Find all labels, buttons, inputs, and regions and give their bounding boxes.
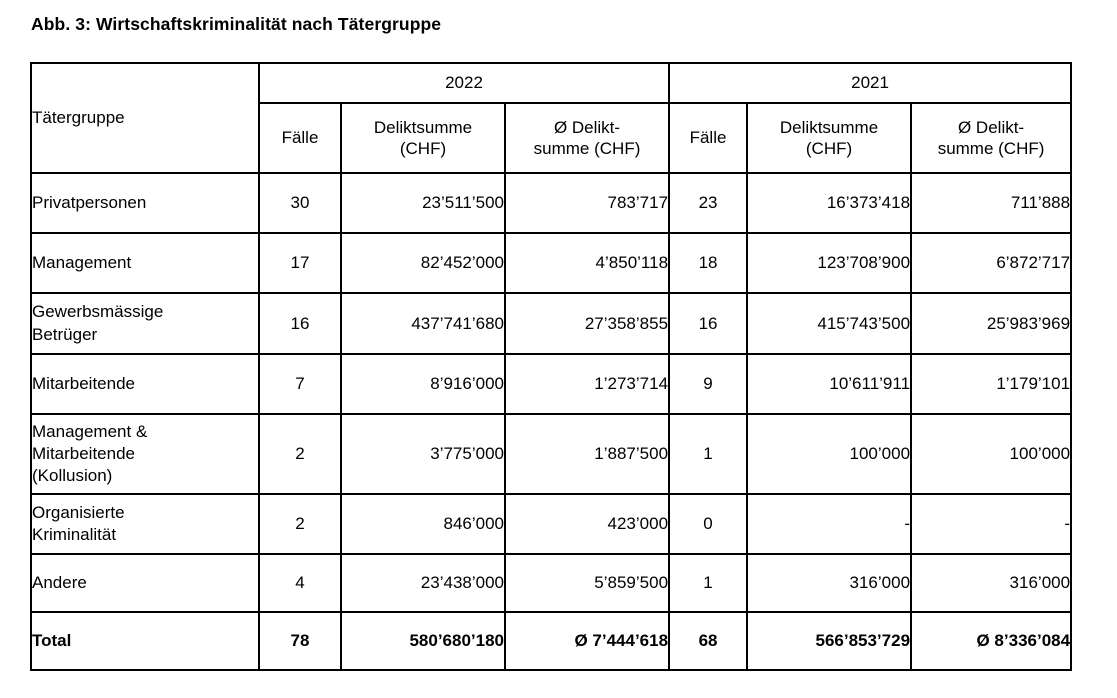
cell-faelle-2022: 16 bbox=[258, 292, 342, 355]
cell-avg-2021: Ø 8’336’084 bbox=[910, 611, 1073, 671]
cell-faelle-2021: 9 bbox=[668, 353, 749, 415]
cell-deliktsumme-2022: 82’452’000 bbox=[340, 232, 506, 294]
table-row-management: Management 17 82’452’000 4’850’118 18 12… bbox=[30, 232, 1073, 294]
col-header-taetergruppe: Tätergruppe bbox=[30, 62, 260, 174]
table-row-mitarbeitende: Mitarbeitende 7 8’916’000 1’273’714 9 10… bbox=[30, 353, 1073, 415]
cell-faelle-2022: 17 bbox=[258, 232, 342, 294]
cell-faelle-2022: 78 bbox=[258, 611, 342, 671]
row-label: Gewerbsmässige Betrüger bbox=[30, 292, 260, 355]
col-header-faelle-2021: Fälle bbox=[668, 102, 749, 174]
cell-faelle-2022: 30 bbox=[258, 172, 342, 234]
cell-avg-2021: 316’000 bbox=[910, 553, 1073, 613]
row-label: Total bbox=[30, 611, 260, 671]
cell-avg-2022: 5’859’500 bbox=[503, 553, 671, 613]
cell-faelle-2022: 7 bbox=[258, 353, 342, 415]
cell-faelle-2021: 0 bbox=[668, 493, 749, 555]
col-header-avg-deliktsumme-2021: Ø Delikt- summe (CHF) bbox=[910, 102, 1073, 174]
cell-faelle-2021: 1 bbox=[668, 553, 749, 613]
cell-deliktsumme-2022: 8’916’000 bbox=[340, 353, 506, 415]
row-label: Organisierte Kriminalität bbox=[30, 493, 260, 555]
cell-avg-2022: 783’717 bbox=[503, 172, 671, 234]
cell-faelle-2022: 2 bbox=[258, 493, 342, 555]
cell-avg-2022: 1’887’500 bbox=[503, 413, 671, 495]
cell-faelle-2022: 2 bbox=[258, 413, 342, 495]
cell-deliktsumme-2021: 123’708’900 bbox=[746, 232, 913, 294]
table-row-total: Total 78 580’680’180 Ø 7’444’618 68 566’… bbox=[30, 611, 1073, 671]
cell-faelle-2022: 4 bbox=[258, 553, 342, 613]
cell-avg-2022: 1’273’714 bbox=[503, 353, 671, 415]
year-header-2022: 2022 bbox=[257, 62, 671, 104]
cell-avg-2022: 27’358’855 bbox=[503, 292, 671, 355]
cell-avg-2021: - bbox=[910, 493, 1073, 555]
col-header-avg-deliktsumme-2022: Ø Delikt- summe (CHF) bbox=[503, 102, 671, 174]
cell-avg-2021: 1’179’101 bbox=[910, 353, 1073, 415]
cell-deliktsumme-2021: 100’000 bbox=[746, 413, 913, 495]
col-header-faelle-2022: Fälle bbox=[258, 102, 342, 174]
cell-deliktsumme-2022: 580’680’180 bbox=[340, 611, 506, 671]
col-header-deliktsumme-2022: Deliktsumme (CHF) bbox=[340, 102, 506, 174]
row-label: Mitarbeitende bbox=[30, 353, 260, 415]
year-header-2021: 2021 bbox=[668, 62, 1073, 104]
cell-deliktsumme-2022: 23’438’000 bbox=[340, 553, 506, 613]
header-row-subcolumns: Fälle Deliktsumme (CHF) Ø Delikt- summe … bbox=[31, 102, 1073, 174]
cell-avg-2022: Ø 7’444’618 bbox=[503, 611, 671, 671]
cell-avg-2021: 6’872’717 bbox=[910, 232, 1073, 294]
cell-deliktsumme-2021: 415’743’500 bbox=[746, 292, 913, 355]
row-label: Management & Mitarbeitende (Kollusion) bbox=[30, 413, 260, 495]
table-row-andere: Andere 4 23’438’000 5’859’500 1 316’000 … bbox=[30, 553, 1073, 613]
cell-faelle-2021: 23 bbox=[668, 172, 749, 234]
cell-deliktsumme-2022: 23’511’500 bbox=[340, 172, 506, 234]
cell-avg-2021: 711’888 bbox=[910, 172, 1073, 234]
table-row-organisierte-kriminalitaet: Organisierte Kriminalität 2 846’000 423’… bbox=[30, 493, 1073, 555]
cell-faelle-2021: 68 bbox=[668, 611, 749, 671]
cell-faelle-2021: 16 bbox=[668, 292, 749, 355]
cell-deliktsumme-2021: 16’373’418 bbox=[746, 172, 913, 234]
table-row-gewerbsmaessige-betrueger: Gewerbsmässige Betrüger 16 437’741’680 2… bbox=[30, 292, 1073, 355]
header-row-years: Tätergruppe 2022 2021 bbox=[30, 62, 1073, 174]
cell-deliktsumme-2021: - bbox=[746, 493, 913, 555]
cell-faelle-2021: 18 bbox=[668, 232, 749, 294]
cell-deliktsumme-2022: 846’000 bbox=[340, 493, 506, 555]
table-row-privatpersonen: Privatpersonen 30 23’511’500 783’717 23 … bbox=[30, 172, 1073, 234]
row-label: Privatpersonen bbox=[30, 172, 260, 234]
cell-deliktsumme-2022: 437’741’680 bbox=[340, 292, 506, 355]
cell-faelle-2021: 1 bbox=[668, 413, 749, 495]
figure-caption: Abb. 3: Wirtschaftskriminalität nach Tät… bbox=[31, 14, 442, 34]
cell-avg-2022: 4’850’118 bbox=[503, 232, 671, 294]
cell-deliktsumme-2021: 316’000 bbox=[746, 553, 913, 613]
cell-avg-2021: 25’983’969 bbox=[910, 292, 1073, 355]
col-header-deliktsumme-2021: Deliktsumme (CHF) bbox=[746, 102, 913, 174]
cell-avg-2021: 100’000 bbox=[910, 413, 1073, 495]
cell-avg-2022: 423’000 bbox=[503, 493, 671, 555]
crime-by-perpetrator-table: Tätergruppe 2022 2021 Fälle Deliktsumme … bbox=[30, 62, 1073, 671]
row-label: Andere bbox=[30, 553, 260, 613]
row-label: Management bbox=[30, 232, 260, 294]
table-row-management-mitarbeitende-kollusion: Management & Mitarbeitende (Kollusion) 2… bbox=[30, 413, 1073, 495]
cell-deliktsumme-2022: 3’775’000 bbox=[340, 413, 506, 495]
cell-deliktsumme-2021: 10’611’911 bbox=[746, 353, 913, 415]
cell-deliktsumme-2021: 566’853’729 bbox=[746, 611, 913, 671]
